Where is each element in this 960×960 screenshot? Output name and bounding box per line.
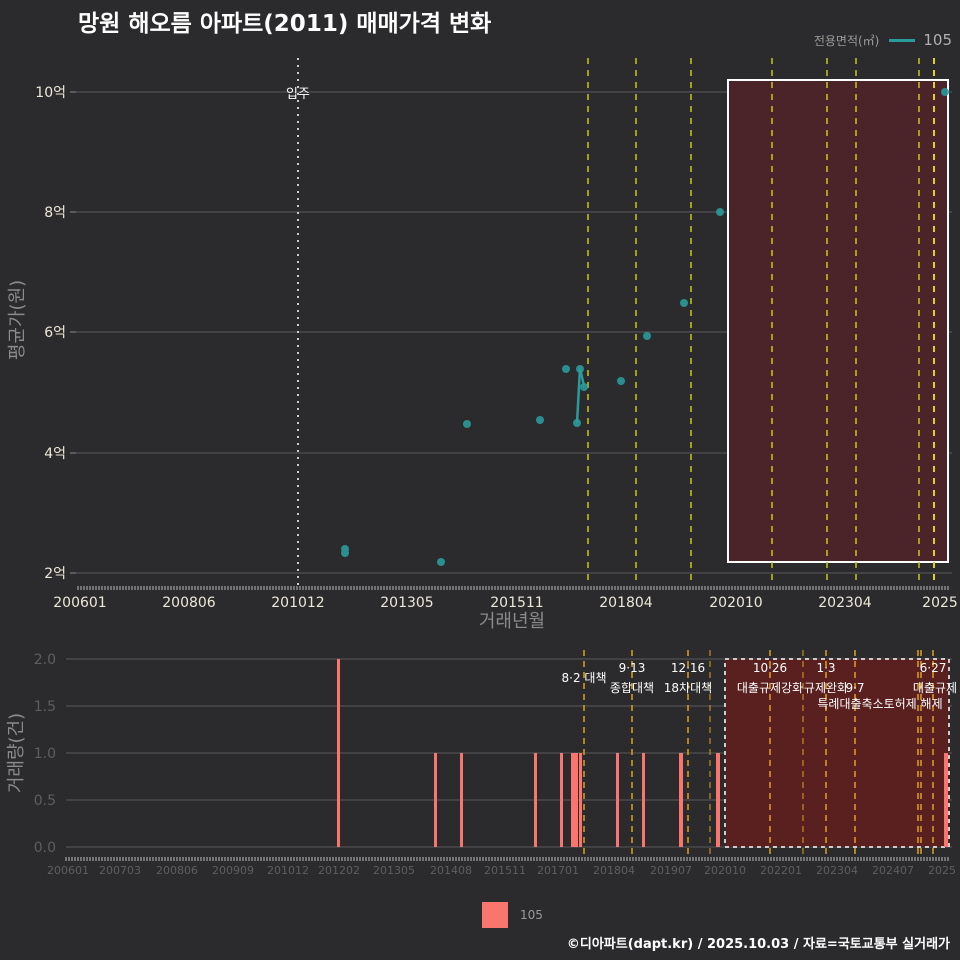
x-label: 201012 <box>271 595 324 611</box>
y-label: 1.0 <box>34 746 56 762</box>
legend-value: 105 <box>923 31 952 49</box>
x-label: 2025 <box>928 864 956 877</box>
x-label: 201305 <box>373 864 415 877</box>
x-label: 200806 <box>156 864 198 877</box>
y-label: 2.0 <box>34 652 56 668</box>
x-label: 200601 <box>47 864 89 877</box>
x-label: 201907 <box>650 864 692 877</box>
x-label: 202201 <box>760 864 802 877</box>
x-label: 202407 <box>872 864 914 877</box>
top-policy-lines <box>587 58 935 585</box>
x-label: 200703 <box>99 864 141 877</box>
annotation: 9·13 <box>619 661 646 675</box>
top-x-title: 거래년월 <box>479 611 545 632</box>
x-label: 201202 <box>318 864 360 877</box>
annotation: 규제완화 <box>804 681 848 695</box>
x-label: 201804 <box>599 595 653 611</box>
bottom-x-labels: 200601 200703 200806 200909 201012 20120… <box>47 864 956 877</box>
annotation: 9·7 <box>845 681 864 695</box>
bottom-x-minor-ticks <box>65 857 949 861</box>
annotation: 특례대출축소토허제 해제 <box>817 697 942 711</box>
y-label: 2억 <box>44 566 66 582</box>
y-label: 6억 <box>44 325 66 341</box>
y-label: 0.0 <box>34 840 56 856</box>
y-label: 4억 <box>44 446 66 462</box>
policy-annotations: 8·2 대책 9·13 종합대책 12·16 18차대책 10·26 대출규제강… <box>562 661 958 711</box>
annotation: 종합대책 <box>610 680 654 695</box>
top-x-labels: 200601 200806 201012 201305 201511 20180… <box>53 595 958 611</box>
x-label: 201012 <box>267 864 309 877</box>
x-label: 2025 <box>922 595 958 611</box>
annotation: 대출규제 <box>913 681 957 695</box>
top-y-ticks <box>70 91 76 574</box>
annotation: 18차대책 <box>664 680 712 695</box>
x-label: 201305 <box>380 595 433 611</box>
top-x-minor-ticks <box>77 586 949 590</box>
top-y-labels: 10억 8억 6억 4억 2억 <box>35 85 66 582</box>
bottom-y-title: 거래량(건) <box>6 713 27 793</box>
legend-swatch-icon <box>482 902 508 928</box>
bottom-y-labels: 2.0 1.5 1.0 0.5 0.0 <box>34 652 56 856</box>
annotation: 10·26 <box>753 661 787 675</box>
y-label: 8억 <box>44 205 66 221</box>
legend-line-icon <box>889 38 916 42</box>
x-label: 202304 <box>818 595 872 611</box>
price-points <box>341 88 949 566</box>
x-label: 201511 <box>484 864 526 877</box>
annotation: 6·27 <box>920 661 947 675</box>
x-label: 200601 <box>53 595 106 611</box>
move-in-label: 입주 <box>286 87 310 102</box>
x-label: 201408 <box>430 864 472 877</box>
top-y-title: 평균가(원) <box>7 280 28 360</box>
annotation: 12·16 <box>671 661 705 675</box>
bottom-highlight-region <box>724 658 950 848</box>
bottom-legend: 105 <box>482 902 543 928</box>
x-label: 201804 <box>593 864 635 877</box>
bottom-legend-label: 105 <box>520 908 543 922</box>
footer-credit: ©디아파트(dapt.kr) / 2025.10.03 / 자료=국토교통부 실… <box>566 937 950 952</box>
highlight-region <box>727 79 949 563</box>
x-label: 201511 <box>490 595 543 611</box>
price-line <box>575 367 586 424</box>
chart-title: 망원 해오름 아파트(2011) 매매가격 변화 <box>78 11 492 37</box>
x-label: 202304 <box>816 864 858 877</box>
x-label: 200909 <box>212 864 254 877</box>
x-label: 202010 <box>709 595 762 611</box>
y-label: 1.5 <box>34 699 56 715</box>
y-label: 0.5 <box>34 793 56 809</box>
legend-area: 전용면적(㎡) 105 <box>814 31 952 49</box>
y-label: 10억 <box>35 85 66 101</box>
annotation: 1·3 <box>816 661 835 675</box>
bottom-policy-lines <box>583 650 934 858</box>
volume-bars <box>337 659 948 847</box>
annotation: 8·2 대책 <box>562 670 607 685</box>
annotation: 대출규제강화 <box>737 681 803 695</box>
x-label: 202010 <box>704 864 746 877</box>
legend-title: 전용면적(㎡) <box>813 33 880 48</box>
x-label: 200806 <box>162 595 216 611</box>
x-label: 201701 <box>537 864 579 877</box>
